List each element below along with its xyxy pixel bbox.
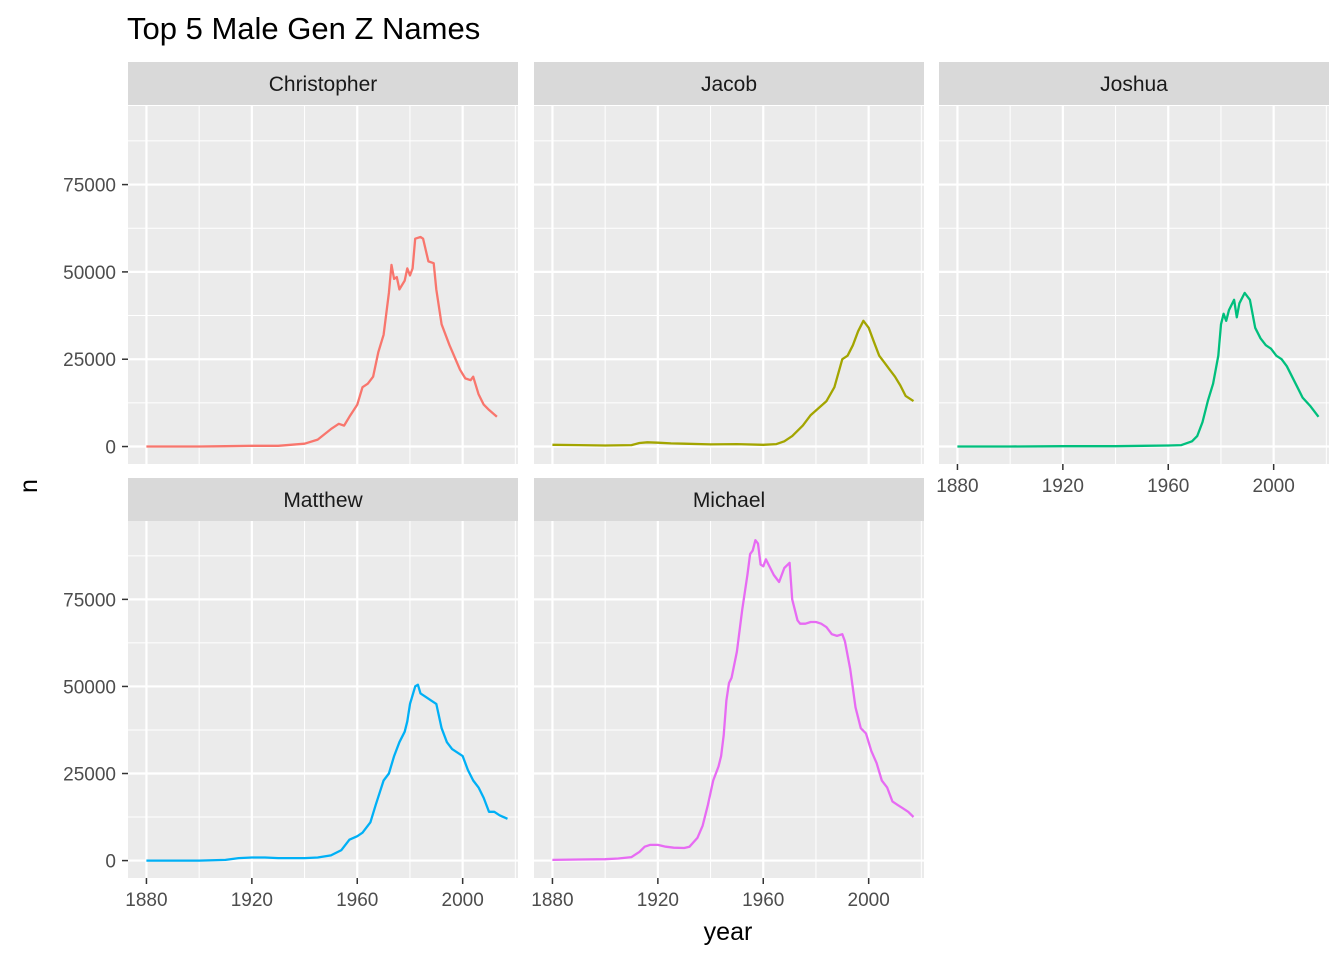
facet-strip-label: Joshua [1100,73,1168,96]
facet-joshua: Joshua 1880 1920 1960 2000 [936,62,1329,497]
facet-jacob: Jacob [534,62,924,464]
y-tick-label: 0 [105,852,116,873]
facet-strip-label: Matthew [283,489,363,512]
facet-christopher: Christopher 0 25000 50000 75000 [63,62,518,464]
x-tick-label: 2000 [1253,476,1295,497]
x-axis-title: year [704,918,753,946]
facet-strip [128,478,518,521]
x-tick-label: 1880 [936,476,978,497]
x-tick-label: 1880 [531,890,573,911]
y-tick-label: 25000 [63,350,116,371]
series-line-joshua [957,291,1320,448]
facet-strip-label: Michael [693,489,765,512]
x-tick-label: 1880 [125,890,167,911]
facet-strip [128,62,518,105]
x-tick-label: 2000 [848,890,890,911]
facet-matthew: Matthew 0 25000 50000 75000 1880 1920 1960 2000 [63,478,518,911]
facet-strip [534,478,924,521]
x-tick-label: 1960 [1147,476,1189,497]
chart-title: Top 5 Male Gen Z Names [127,11,480,46]
x-tick-label: 1920 [231,890,273,911]
facet-strip [534,62,924,105]
y-axis-title: n [15,479,43,493]
panel-background [939,106,1329,464]
facet-panels: Christopher 0 25000 50000 75000 Jacob Joshua 18… [63,62,1329,911]
x-tick-label: 2000 [442,890,484,911]
y-tick-label: 75000 [63,176,116,197]
facet-strip-label: Jacob [701,73,757,96]
y-tick-label: 75000 [63,590,116,611]
panel-background [128,521,518,878]
facet-michael: Michael 1880 1920 1960 2000 [531,478,924,911]
y-tick-label: 25000 [63,765,116,786]
series-line-jacob [552,319,915,447]
x-tick-label: 1920 [1042,476,1084,497]
series-line-christopher [146,235,498,448]
facet-strip-label: Christopher [269,73,378,96]
y-tick-label: 50000 [63,677,116,698]
x-tick-label: 1920 [637,890,679,911]
panel-background [534,106,924,464]
facet-strip [939,62,1329,105]
x-tick-label: 1960 [336,890,378,911]
series-line-michael [552,539,915,862]
panel-background [534,521,924,878]
y-tick-label: 50000 [63,263,116,284]
series-line-matthew [146,683,508,862]
x-tick-label: 1960 [742,890,784,911]
y-tick-label: 0 [105,438,116,459]
panel-background [128,106,518,464]
